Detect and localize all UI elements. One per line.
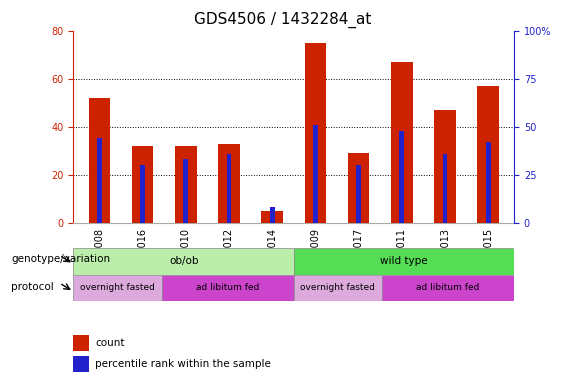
Text: percentile rank within the sample: percentile rank within the sample	[95, 359, 271, 369]
Text: wild type: wild type	[380, 256, 428, 266]
Bar	[305, 43, 326, 223]
Bar	[97, 138, 102, 223]
Bar	[313, 125, 318, 223]
Bar	[89, 98, 110, 223]
Text: ad libitum fed: ad libitum fed	[196, 283, 259, 293]
Text: overnight fasted: overnight fasted	[80, 283, 155, 293]
Bar	[391, 62, 412, 223]
Bar	[175, 146, 197, 223]
Bar	[477, 86, 499, 223]
Bar	[227, 154, 232, 223]
Bar	[184, 159, 188, 223]
FancyBboxPatch shape	[162, 275, 294, 301]
Text: count: count	[95, 338, 125, 348]
Text: overnight fasted: overnight fasted	[301, 283, 375, 293]
Bar	[73, 356, 89, 372]
Text: ad libitum fed: ad libitum fed	[416, 283, 480, 293]
Bar	[262, 211, 283, 223]
Text: genotype/variation: genotype/variation	[11, 254, 110, 264]
Bar	[357, 165, 361, 223]
Bar	[486, 142, 490, 223]
Bar	[434, 110, 456, 223]
Bar	[399, 131, 404, 223]
FancyBboxPatch shape	[382, 275, 514, 301]
Bar	[270, 207, 275, 223]
FancyBboxPatch shape	[294, 275, 382, 301]
Bar	[73, 335, 89, 351]
Text: GDS4506 / 1432284_at: GDS4506 / 1432284_at	[194, 12, 371, 28]
Bar	[442, 154, 447, 223]
Bar	[140, 165, 145, 223]
Text: protocol: protocol	[11, 282, 54, 292]
Text: ob/ob: ob/ob	[169, 256, 198, 266]
Bar	[218, 144, 240, 223]
FancyBboxPatch shape	[73, 248, 294, 275]
FancyBboxPatch shape	[73, 275, 162, 301]
Bar	[348, 153, 370, 223]
Bar	[132, 146, 153, 223]
FancyBboxPatch shape	[294, 248, 514, 275]
